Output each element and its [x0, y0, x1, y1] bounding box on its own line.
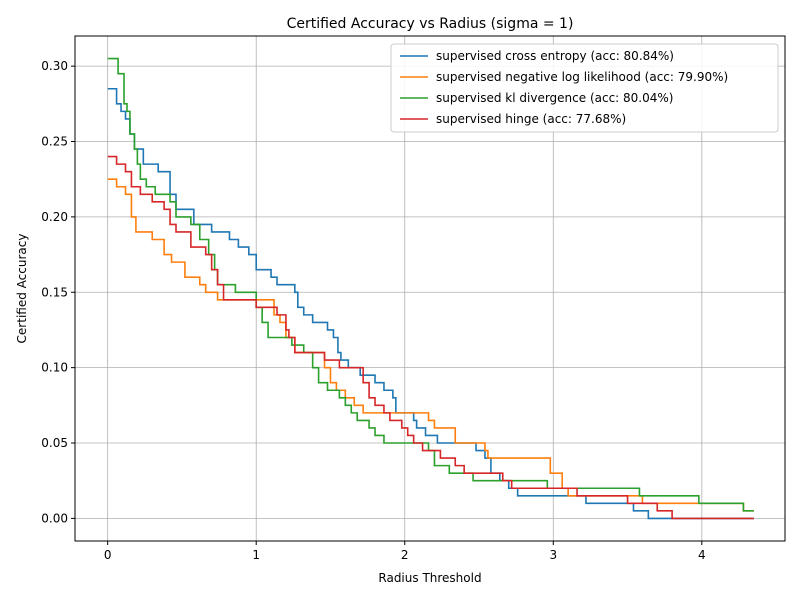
x-tick-label: 2	[401, 548, 409, 562]
legend-box	[390, 43, 779, 133]
x-tick-label: 0	[104, 548, 112, 562]
x-tick-label: 3	[549, 548, 557, 562]
legend: supervised cross entropy (acc: 80.84%) su…	[390, 43, 779, 133]
legend-entry: supervised hinge (acc: 77.68%)	[436, 112, 626, 126]
x-tick-label: 4	[698, 548, 706, 562]
x-tick-label: 1	[252, 548, 260, 562]
y-tick-label: 0.25	[41, 135, 68, 149]
x-axis-label: Radius Threshold	[378, 571, 481, 585]
series-line-3	[107, 57, 754, 512]
series-layer	[107, 57, 754, 520]
series-line-1	[107, 87, 754, 520]
y-tick-label: 0.05	[41, 436, 68, 450]
chart-title: Certified Accuracy vs Radius (sigma = 1)	[287, 16, 574, 32]
y-tick-label: 0.30	[41, 59, 68, 73]
y-tick-label: 0.15	[41, 285, 68, 299]
y-tick-label: 0.10	[41, 361, 68, 375]
y-axis-label: Certified Accuracy	[15, 234, 29, 344]
series-line-2	[107, 178, 754, 512]
y-axis: 0.00 0.05 0.10 0.15 0.20 0.25 0.30	[41, 59, 75, 525]
plot-frame	[74, 35, 786, 542]
x-axis: 0 1 2 3 4	[104, 541, 706, 562]
series-line-4	[107, 155, 754, 520]
legend-entry: supervised negative log likelihood (acc:…	[436, 70, 728, 84]
legend-entry: supervised cross entropy (acc: 80.84%)	[436, 49, 674, 63]
y-tick-label: 0.20	[41, 210, 68, 224]
legend-entry: supervised kl divergence (acc: 80.04%)	[436, 91, 673, 105]
y-tick-label: 0.00	[41, 511, 68, 525]
